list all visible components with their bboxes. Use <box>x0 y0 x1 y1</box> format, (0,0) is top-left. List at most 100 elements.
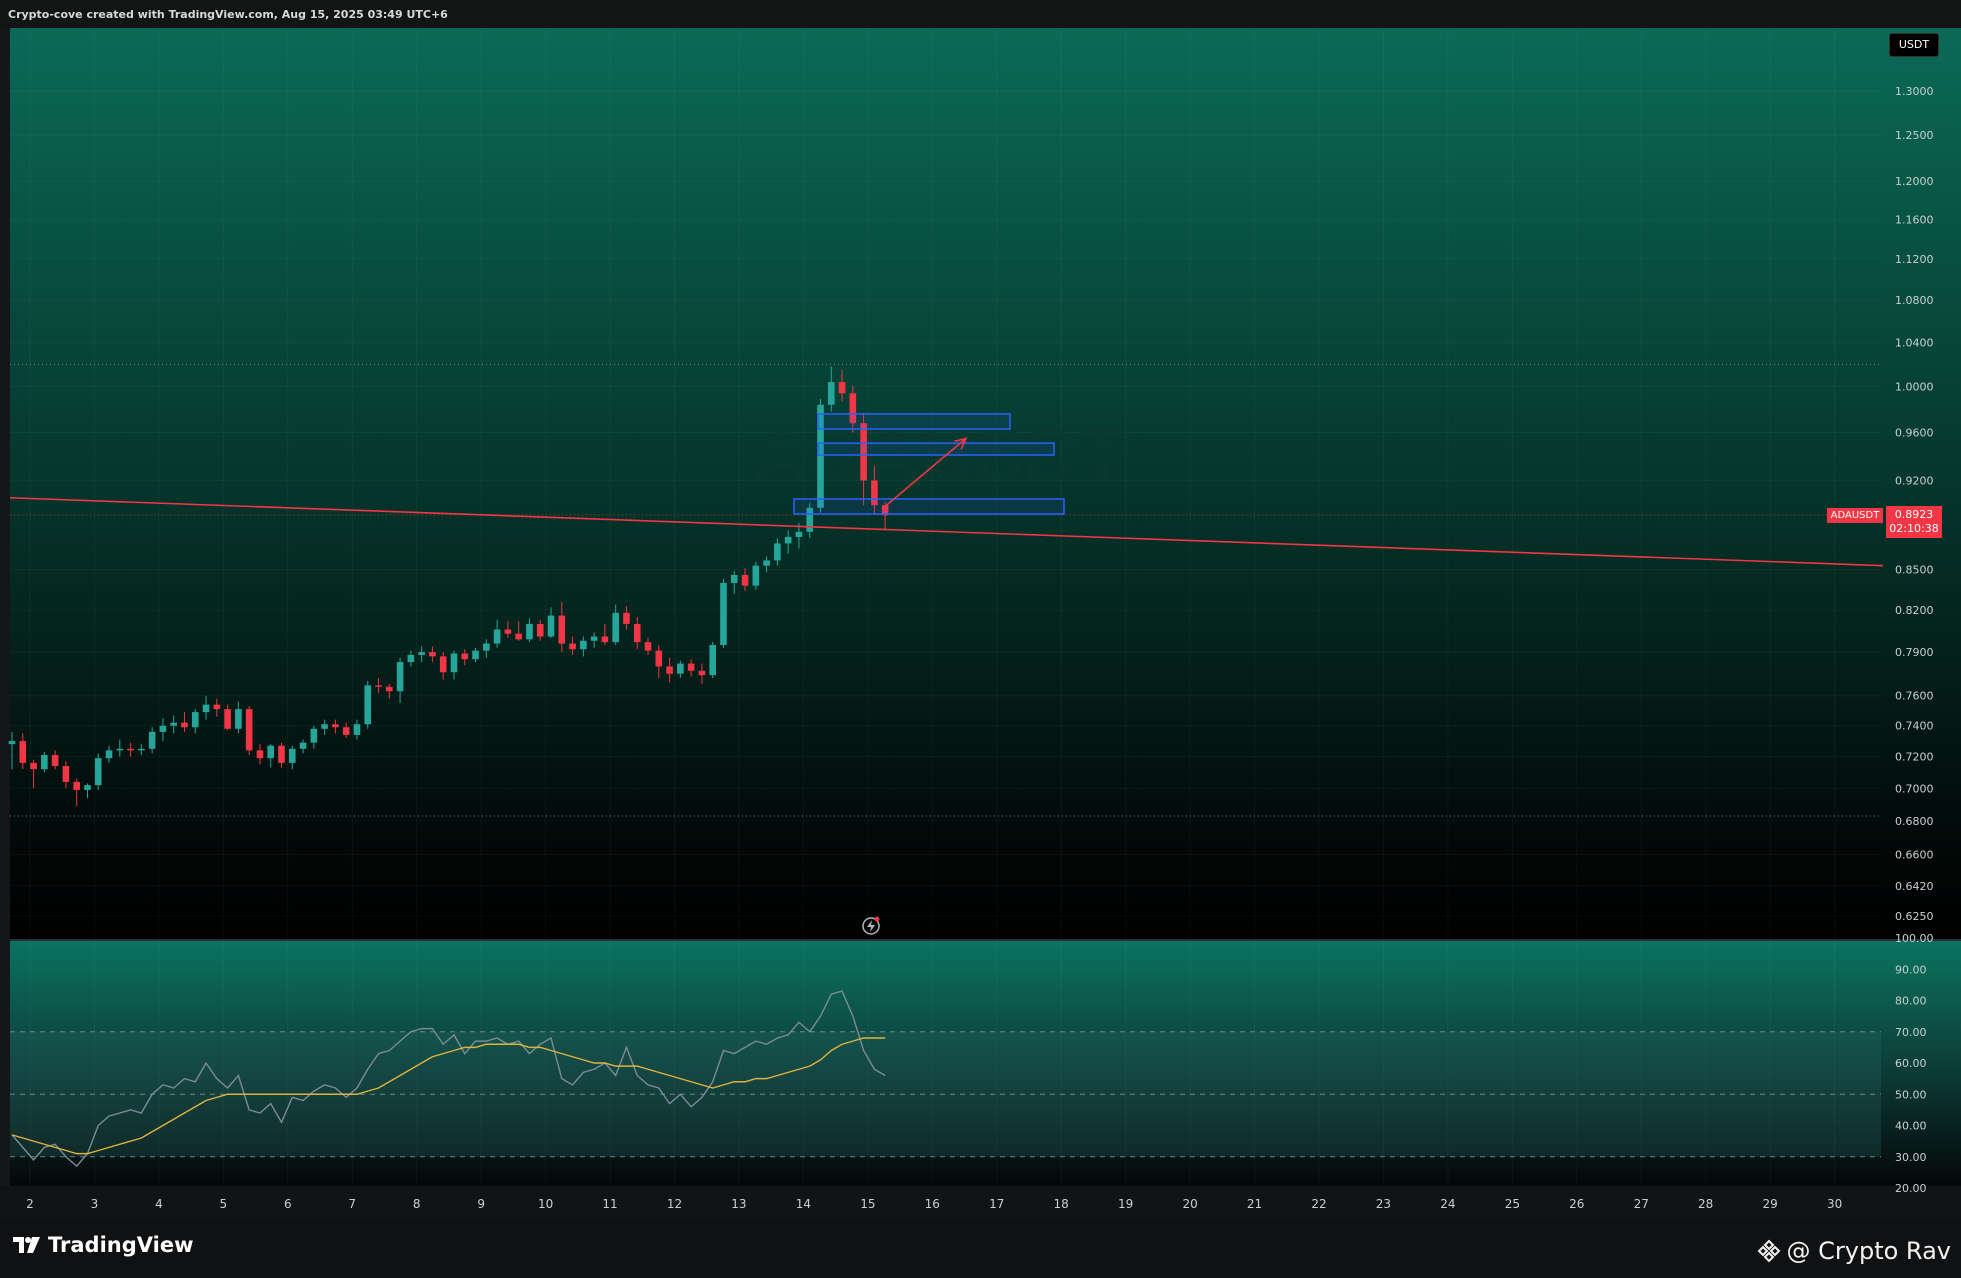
candle <box>278 742 285 768</box>
current-price-value: 0.8923 <box>1894 508 1934 521</box>
candle-body <box>483 643 490 651</box>
author-text: @ Crypto Rav <box>1786 1237 1951 1265</box>
candle <box>580 636 587 657</box>
candle <box>472 647 479 663</box>
candle-body <box>288 748 296 763</box>
candle-body <box>493 629 501 644</box>
candle <box>569 636 576 655</box>
candle-body <box>472 650 479 660</box>
price-tick-label: 1.2500 <box>1895 129 1934 142</box>
rsi-pane-bg <box>10 940 1881 1186</box>
candle <box>73 778 80 807</box>
candle <box>590 632 598 648</box>
price-tick-label: 0.8500 <box>1895 564 1934 577</box>
candle-body <box>774 543 781 561</box>
candle <box>827 366 835 412</box>
price-tick-label: 0.7200 <box>1895 751 1934 764</box>
time-tick-label: 19 <box>1118 1197 1133 1211</box>
candle-body <box>795 531 803 537</box>
currency-badge[interactable]: USDT <box>1889 33 1939 57</box>
trendline[interactable] <box>9 496 1884 567</box>
time-tick-label: 17 <box>989 1197 1004 1211</box>
time-tick-label: 3 <box>91 1197 99 1211</box>
price-tick-label: 1.0800 <box>1895 294 1934 307</box>
lightning-icon[interactable] <box>861 916 881 936</box>
candle-body <box>730 574 738 583</box>
time-tick-label: 14 <box>796 1197 811 1211</box>
candle <box>321 719 328 735</box>
candle <box>698 663 706 684</box>
candle <box>364 680 372 729</box>
supply-zones[interactable] <box>793 413 1065 515</box>
rsi-tick-label: 40.00 <box>1895 1120 1927 1133</box>
candle-body <box>51 755 59 767</box>
candle-body <box>105 750 113 759</box>
candle-body <box>504 629 512 634</box>
tradingview-brand[interactable]: TradingView <box>12 1233 193 1257</box>
price-tick-label: 0.7400 <box>1895 720 1934 733</box>
rsi-tick-label: 20.00 <box>1895 1182 1927 1195</box>
candle-body <box>375 685 382 687</box>
candle-body <box>687 663 695 671</box>
candle-body <box>784 536 792 544</box>
candle-body <box>41 755 48 770</box>
candle <box>644 637 652 655</box>
candle-body <box>827 382 835 405</box>
candle-body <box>364 685 372 725</box>
candle <box>41 751 48 773</box>
candle-body <box>407 654 415 663</box>
candle <box>871 465 878 515</box>
candle <box>62 761 70 789</box>
candle <box>30 759 37 789</box>
grid <box>10 28 1881 1186</box>
candle-body <box>386 686 393 692</box>
candle <box>774 538 781 566</box>
candle-body <box>321 724 328 729</box>
price-axis-bg <box>1881 28 1961 940</box>
arrow-head <box>954 437 968 450</box>
candle-body <box>569 643 576 650</box>
projection-arrow[interactable] <box>881 437 968 510</box>
candle <box>730 570 738 594</box>
candle-body <box>310 728 318 743</box>
candle-body <box>191 712 199 728</box>
candle-body <box>881 505 889 516</box>
time-tick-label: 25 <box>1505 1197 1520 1211</box>
candle-body <box>256 750 264 759</box>
price-tick-label: 0.6600 <box>1895 849 1934 862</box>
main-pane-bg <box>10 28 1881 940</box>
candle <box>418 646 425 663</box>
candle <box>666 657 673 683</box>
candle-body <box>849 393 857 424</box>
candle <box>84 783 91 799</box>
time-tick-label: 21 <box>1247 1197 1262 1211</box>
time-tick-label: 28 <box>1698 1197 1713 1211</box>
candle-body <box>677 663 684 674</box>
candle <box>170 715 177 734</box>
brand-text: TradingView <box>48 1233 194 1257</box>
candle-body <box>418 652 425 655</box>
candle-body <box>871 480 878 506</box>
candle <box>655 644 663 679</box>
candle-body <box>332 724 339 728</box>
time-tick-label: 7 <box>348 1197 356 1211</box>
price-tick-label: 1.1200 <box>1895 253 1934 266</box>
candle-body <box>245 709 253 751</box>
candle <box>860 412 867 506</box>
candle <box>159 718 167 742</box>
candle <box>8 731 16 770</box>
countdown-value: 02:10:38 <box>1889 522 1939 535</box>
price-tick-label: 0.7900 <box>1895 646 1934 659</box>
rsi-axis: 100.00 90.00 80.00 70.00 60.00 50.00 40.00 30.0… <box>1895 932 1934 1195</box>
candle <box>396 657 404 704</box>
candle <box>116 739 124 757</box>
time-tick-label: 16 <box>925 1197 940 1211</box>
candle <box>547 607 555 638</box>
candle-body <box>601 636 609 643</box>
candle-body <box>94 758 102 786</box>
time-tick-label: 18 <box>1054 1197 1069 1211</box>
candle-body <box>148 731 156 749</box>
candle-body <box>224 709 231 729</box>
time-tick-label: 29 <box>1763 1197 1778 1211</box>
